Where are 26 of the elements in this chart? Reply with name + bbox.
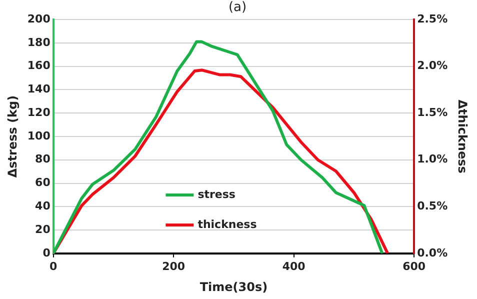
y2-tick-label: 0.0%	[417, 246, 448, 260]
y2-tick-label: 1.5%	[417, 106, 448, 119]
y2-tick-label: 2.0%	[417, 59, 448, 72]
y-tick-label: 20	[35, 222, 51, 236]
y-tick-label: 160	[27, 59, 51, 72]
y2-axis-title: Δthickness	[456, 100, 470, 174]
y-tick-label: 100	[27, 129, 51, 142]
y-axis-title: Δstress (kg)	[5, 95, 20, 178]
legend-label: stress	[198, 188, 236, 201]
y2-tick-label: 0.5%	[417, 200, 448, 212]
x-axis-title: Time(30s)	[200, 280, 268, 294]
chart-title: (a)	[228, 0, 247, 16]
x-tick-label: 200	[162, 260, 186, 273]
y-tick-label: 80	[35, 152, 51, 166]
y-tick-label: 40	[35, 200, 51, 212]
y-tick-label: 140	[27, 82, 51, 96]
x-tick-label: 400	[282, 260, 306, 273]
y-tick-label: 60	[35, 176, 51, 190]
x-tick-label: 600	[402, 260, 426, 273]
y2-tick-label: 1.0%	[417, 152, 448, 166]
y-tick-label: 180	[27, 36, 51, 49]
y-tick-label: 200	[27, 12, 51, 26]
legend-label: thickness	[198, 218, 258, 231]
y-tick-label: 120	[27, 106, 51, 119]
y2-tick-label: 2.5%	[417, 12, 448, 26]
y-tick-label: 0	[42, 246, 51, 260]
